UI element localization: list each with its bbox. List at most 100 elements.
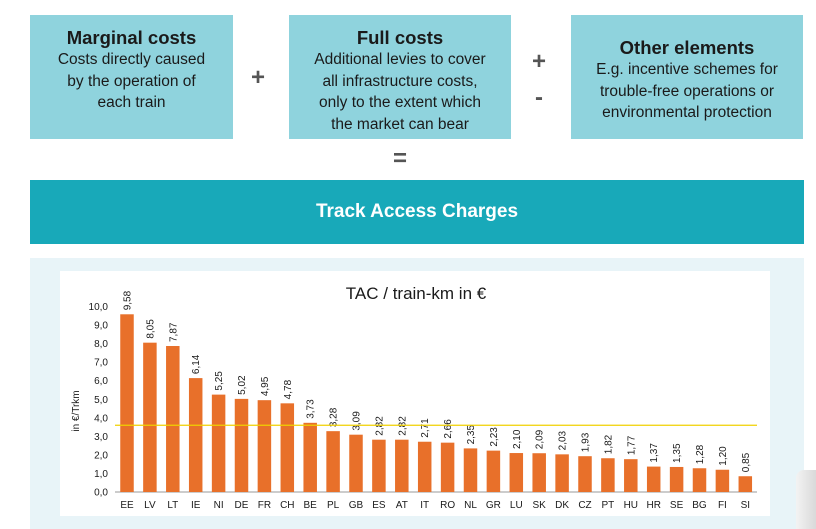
marginal-costs-title: Marginal costs	[66, 27, 197, 48]
marginal-costs-box: Marginal costs Costs directly caused by …	[30, 15, 233, 139]
x-tick-label: SK	[533, 500, 547, 511]
data-label: 1,35	[672, 443, 683, 463]
data-label: 2,23	[489, 427, 500, 447]
data-label: 4,78	[283, 379, 294, 399]
data-label: 8,05	[145, 319, 156, 339]
bar-lv	[143, 342, 157, 492]
data-label: 3,28	[329, 407, 340, 427]
data-label: 4,95	[260, 376, 271, 396]
x-tick-label: DE	[235, 500, 249, 511]
data-label: 1,28	[695, 444, 706, 464]
x-tick-label: NL	[464, 500, 477, 511]
minus-operator: -	[535, 84, 543, 111]
data-label: 2,09	[535, 429, 546, 449]
bar-es	[372, 439, 386, 492]
x-tick-label: PT	[602, 500, 615, 511]
full-costs-title: Full costs	[356, 27, 444, 48]
data-label: 3,73	[306, 399, 317, 419]
data-label: 1,93	[581, 432, 592, 452]
bar-pt	[601, 458, 615, 492]
full-costs-line: the market can bear	[331, 115, 469, 133]
data-label: 6,14	[191, 354, 202, 374]
y-tick-label: 2,0	[94, 450, 108, 461]
x-tick-label: CH	[280, 500, 294, 511]
x-tick-label: ES	[372, 500, 386, 511]
y-tick-label: 3,0	[94, 432, 108, 443]
x-tick-label: IT	[420, 500, 429, 511]
x-tick-label: IE	[191, 500, 201, 511]
bar-ni	[211, 394, 226, 492]
marginal-costs-line: each train	[97, 94, 166, 111]
bar-hr	[646, 466, 661, 492]
bar-lt	[166, 346, 180, 492]
data-label: 9,58	[123, 290, 134, 310]
y-tick-label: 10,0	[89, 302, 109, 313]
bar-pl	[326, 431, 340, 492]
x-tick-label: LU	[510, 500, 523, 511]
bar-se	[669, 466, 684, 492]
x-tick-label: FI	[718, 500, 727, 511]
x-tick-label: CZ	[578, 500, 591, 511]
bar-gb	[349, 434, 363, 492]
bar-dk	[555, 454, 569, 492]
other-elements-line: trouble-free operations or	[599, 82, 775, 100]
full-costs-line: Additional levies to cover	[314, 51, 486, 68]
bar-ro	[440, 442, 455, 492]
plus-operator: +	[250, 64, 265, 91]
bar-be	[303, 422, 317, 492]
tac-bar-chart: TAC / train-km in € in €/Trkm 0,01,02,03…	[60, 271, 770, 516]
x-tick-label: NI	[214, 500, 224, 511]
x-tick-label: GB	[349, 500, 364, 511]
bar-at	[395, 439, 409, 492]
x-tick-label: FR	[258, 500, 271, 511]
bar-gr	[486, 450, 501, 492]
y-tick-label: 4,0	[94, 413, 108, 424]
data-label: 2,71	[420, 418, 431, 438]
data-label: 0,85	[741, 452, 752, 472]
data-label: 1,37	[649, 443, 660, 463]
y-tick-label: 8,0	[94, 339, 108, 350]
data-label: 2,35	[466, 425, 477, 445]
y-tick-label: 0,0	[94, 488, 108, 499]
x-tick-label: HR	[646, 500, 660, 511]
y-tick-label: 9,0	[94, 321, 108, 332]
y-tick-label: 6,0	[94, 376, 108, 387]
full-costs-line: all infrastructure costs,	[322, 72, 478, 90]
x-tick-label: BE	[304, 500, 318, 511]
x-tick-label: GR	[486, 500, 501, 511]
decorative-shape	[796, 470, 816, 529]
data-label: 2,03	[558, 430, 569, 450]
x-tick-label: PL	[327, 500, 340, 511]
bar-it	[417, 441, 432, 492]
x-tick-label: SI	[741, 500, 750, 511]
y-tick-label: 1,0	[94, 469, 108, 480]
bar-ee	[120, 314, 134, 492]
equals-operator: =	[392, 145, 407, 172]
data-label: 1,20	[718, 446, 729, 466]
data-label: 5,25	[214, 371, 225, 391]
data-label: 5,02	[237, 375, 248, 395]
bar-sk	[532, 453, 546, 492]
x-tick-label: AT	[396, 500, 408, 511]
x-tick-label: DK	[555, 500, 569, 511]
bar-lu	[509, 453, 524, 492]
x-tick-label: BG	[692, 500, 707, 511]
x-tick-label: RO	[440, 500, 455, 511]
bar-nl	[463, 448, 478, 492]
x-tick-label: EE	[120, 500, 134, 511]
data-label: 1,82	[603, 434, 614, 454]
data-label: 1,77	[626, 435, 637, 455]
marginal-costs-line: Costs directly caused	[57, 51, 206, 68]
bar-bg	[692, 468, 707, 492]
x-tick-label: SE	[670, 500, 684, 511]
bar-fi	[715, 469, 730, 492]
data-label: 2,66	[443, 419, 454, 439]
x-tick-label: HU	[624, 500, 638, 511]
y-tick-label: 5,0	[94, 395, 108, 406]
full-costs-box: Full costs Additional levies to cover al…	[289, 15, 511, 139]
bar-de	[234, 398, 249, 492]
chart-title: TAC / train-km in €	[346, 284, 487, 303]
bar-ie	[188, 378, 203, 492]
y-tick-label: 7,0	[94, 358, 108, 369]
other-elements-line: environmental protection	[602, 104, 772, 121]
